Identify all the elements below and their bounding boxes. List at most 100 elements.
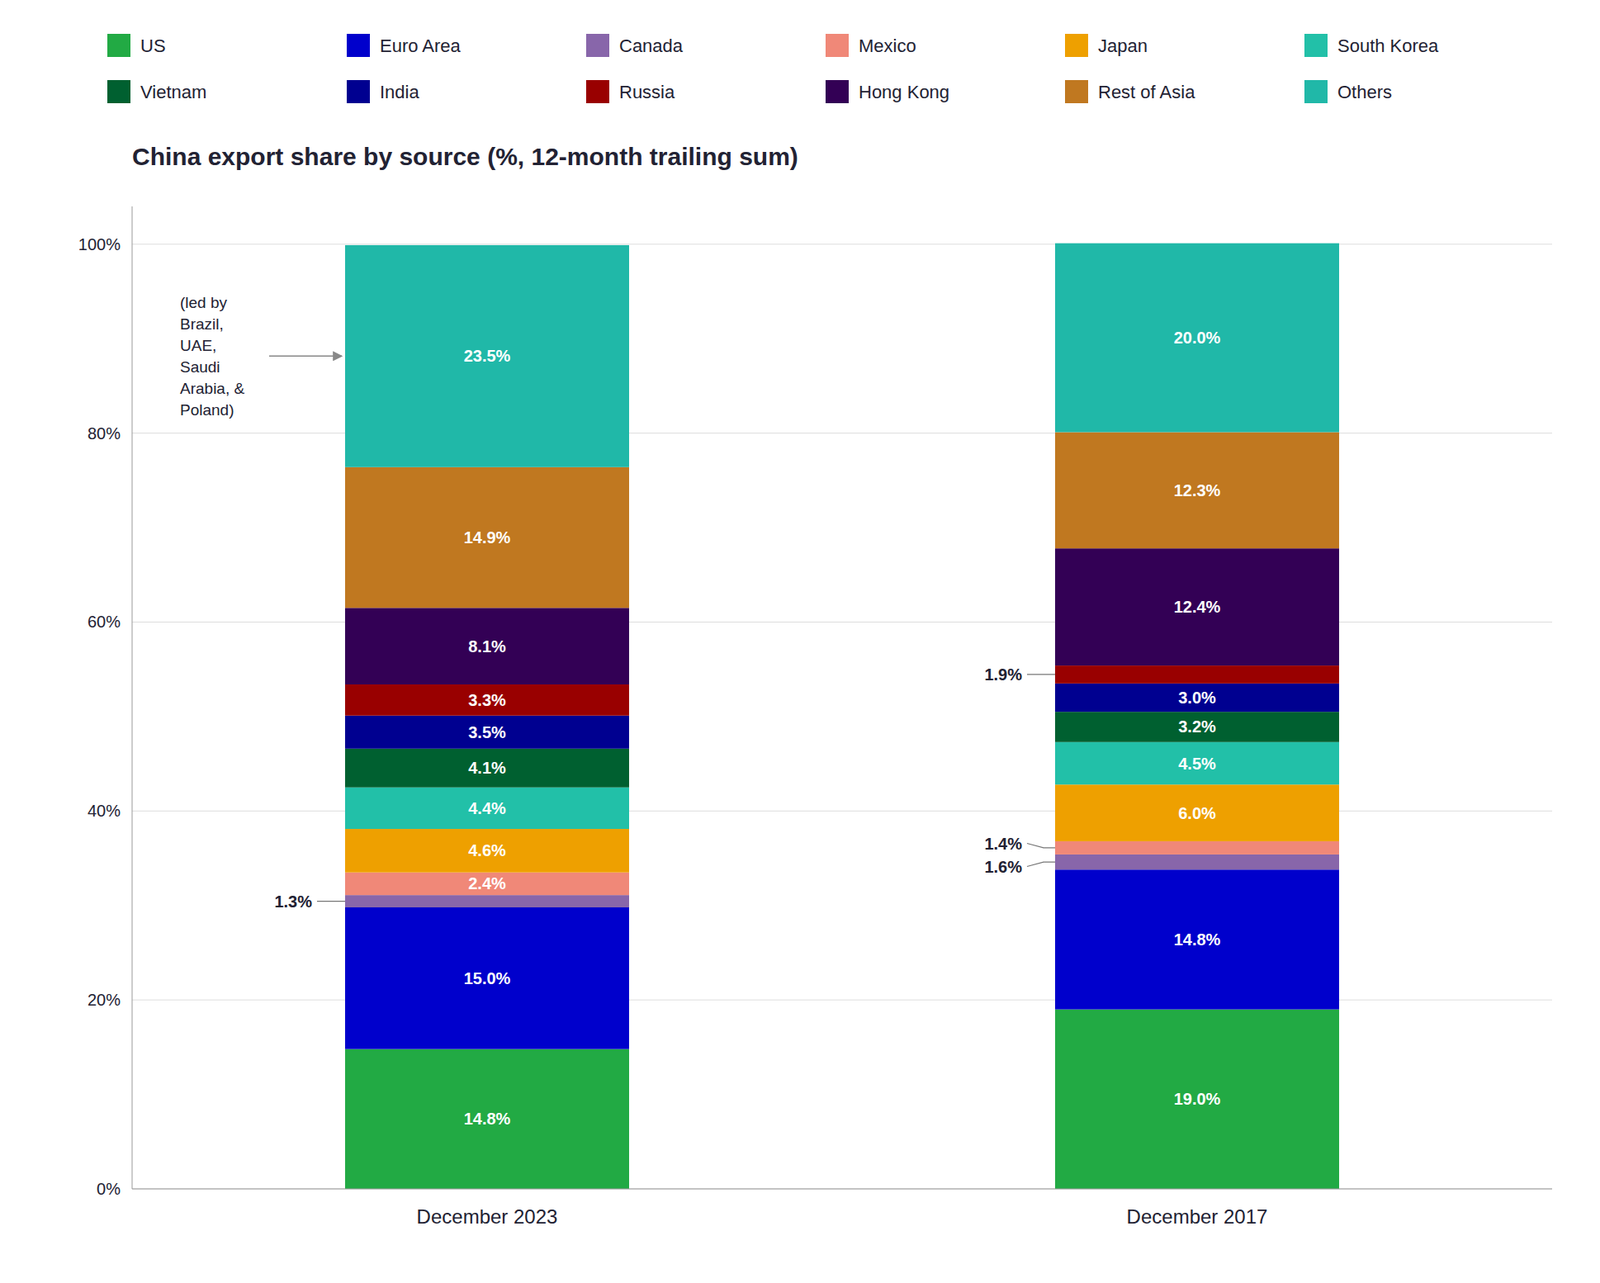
legend-swatch <box>825 33 849 57</box>
bar-segment <box>1055 869 1340 1009</box>
y-axis-line <box>132 206 133 1189</box>
legend-swatch <box>586 33 610 57</box>
bar-segment <box>1055 431 1340 549</box>
bar-segment <box>1055 665 1340 684</box>
data-label: 3.3% <box>468 691 507 710</box>
legend-label: Russia <box>619 81 676 103</box>
bar-segment <box>1055 784 1340 842</box>
legend-swatch <box>107 80 131 104</box>
y-tick-label: 20% <box>87 990 121 1009</box>
data-label: 15.0% <box>463 969 512 988</box>
legend-label: Others <box>1337 81 1392 103</box>
legend-swatch <box>825 80 849 104</box>
bar-segment <box>345 872 630 895</box>
annotation-line: (led by <box>179 293 228 312</box>
bar-segment <box>345 748 630 788</box>
data-label: 1.3% <box>274 892 313 911</box>
bar-segment <box>345 245 630 468</box>
data-labels: 14.8% 15.0% 2.4% 4.6% 4.4% 4.1% 3.5% 3.3% 8.1% 14… <box>274 328 1221 1128</box>
legend-label: Japan <box>1098 35 1148 57</box>
legend-swatch <box>1304 80 1328 104</box>
bar-segment <box>345 467 630 608</box>
annotation-line: Poland) <box>179 401 235 419</box>
legend-label: Euro Area <box>379 35 462 57</box>
data-label: 4.4% <box>468 799 507 818</box>
legend-label: Mexico <box>858 35 917 57</box>
data-label: 4.1% <box>468 758 507 777</box>
legend-swatch <box>586 80 610 104</box>
bar-segment <box>345 715 630 749</box>
bar-segment <box>345 684 630 716</box>
data-label: 12.4% <box>1173 597 1222 616</box>
bar-segment <box>1055 711 1340 743</box>
y-axis: 0% 20% 40% 60% 80% 100% <box>78 206 1553 1198</box>
annotation-text: (led by Brazil, UAE, Saudi Arabia, & Poland) <box>179 293 245 419</box>
data-label: 4.6% <box>468 841 507 860</box>
legend-label: Rest of Asia <box>1098 81 1196 103</box>
y-tick-label: 40% <box>87 801 121 820</box>
leader-line <box>1027 843 1056 848</box>
legend-label: Hong Kong <box>858 81 950 103</box>
bar-segment <box>1055 841 1340 855</box>
legend-label: US <box>140 35 166 57</box>
legend-swatch <box>346 33 370 57</box>
y-tick-label: 100% <box>78 235 121 254</box>
bars <box>345 243 1340 1189</box>
data-label: 20.0% <box>1173 328 1222 347</box>
bar-segment <box>345 828 630 873</box>
legend: USEuro AreaCanadaMexicoJapanSouth KoreaV… <box>107 33 1440 104</box>
data-label: 3.0% <box>1178 688 1217 707</box>
leader-line <box>1027 673 1056 675</box>
bar-segment <box>1055 548 1340 666</box>
legend-swatch <box>107 33 131 57</box>
annotation: (led by Brazil, UAE, Saudi Arabia, & Poland) <box>179 293 342 419</box>
bar-segment <box>345 1049 630 1189</box>
title: China export share by source (%, 12-mont… <box>132 142 799 171</box>
data-label: 14.8% <box>463 1109 512 1128</box>
annotation-arrow <box>269 355 342 358</box>
page: {"chart_data": { "type": "bar", "title":… <box>0 0 1600 1283</box>
data-label: 4.5% <box>1178 754 1217 773</box>
data-label: 2.4% <box>468 874 507 893</box>
bar-segment <box>345 894 630 908</box>
annotation-line: Brazil, <box>179 315 224 333</box>
x-tick-label: December 2023 <box>416 1205 559 1228</box>
y-tick-label: 80% <box>87 424 121 443</box>
data-label: 12.3% <box>1173 481 1222 500</box>
data-label: 23.5% <box>463 346 512 365</box>
legend-swatch <box>1304 33 1328 57</box>
bar-segment <box>345 607 630 685</box>
leader-line <box>317 900 346 902</box>
data-label: 3.2% <box>1178 717 1217 736</box>
legend-swatch <box>1065 80 1089 104</box>
data-label: 1.4% <box>984 834 1023 853</box>
data-label: 3.5% <box>468 723 507 742</box>
legend-swatch <box>1065 33 1089 57</box>
legend-label: India <box>379 81 420 103</box>
legend-label: Vietnam <box>140 81 207 103</box>
x-axis-line <box>132 1188 1553 1190</box>
bar-segment <box>1055 683 1340 712</box>
bar-segment <box>1055 854 1340 870</box>
leader-line <box>1027 861 1056 867</box>
data-label: 1.6% <box>984 857 1023 876</box>
y-tick-label: 60% <box>87 612 121 631</box>
bar-segment <box>345 787 630 829</box>
data-label: 8.1% <box>468 637 507 656</box>
data-label: 14.8% <box>1173 930 1222 949</box>
chart: USEuro AreaCanadaMexicoJapanSouth KoreaV… <box>0 0 1600 1283</box>
annotation-line: UAE, <box>179 336 217 355</box>
bar-segment <box>1055 243 1340 433</box>
legend-swatch <box>346 80 370 104</box>
annotation-line: Arabia, & <box>179 379 245 398</box>
annotation-line: Saudi <box>179 358 221 376</box>
x-tick-label: December 2017 <box>1126 1205 1269 1228</box>
grid-line <box>132 1188 1553 1190</box>
y-tick-label: 0% <box>96 1179 121 1198</box>
bar-segment <box>345 907 630 1050</box>
data-label: 19.0% <box>1173 1089 1222 1108</box>
bar-segment <box>1055 1009 1340 1189</box>
data-label: 14.9% <box>463 528 512 547</box>
legend-label: South Korea <box>1337 35 1440 57</box>
x-axis: December 2023 December 2017 <box>132 1188 1553 1228</box>
